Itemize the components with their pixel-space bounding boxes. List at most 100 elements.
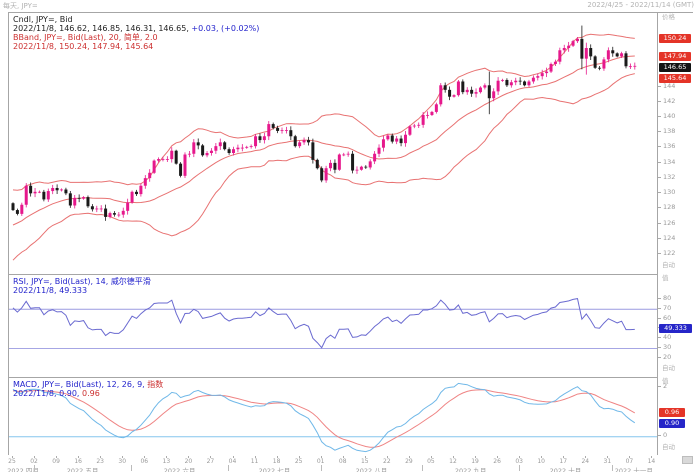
date-tick-label: 23 xyxy=(96,458,105,465)
price-tick-mark xyxy=(658,131,661,133)
month-separator xyxy=(519,465,521,471)
macd-signal-value: 0.96 xyxy=(82,389,100,398)
rsi-tick-mark xyxy=(658,337,661,339)
date-tick-mark xyxy=(34,456,36,458)
date-tick-mark xyxy=(475,456,477,458)
chart-topbar: 每天, JPY= 2022/4/25 - 2022/11/14 (GMT) xyxy=(3,1,694,11)
date-tick-label: 10 xyxy=(537,458,546,465)
candle-legend-change: +0.03, (+0.02%) xyxy=(191,24,260,33)
price-tick-mark xyxy=(658,207,661,209)
macd-panel[interactable]: MACD, JPY=, Bid(Last), 12, 26, 9, 指数 202… xyxy=(9,377,657,456)
date-tick-mark xyxy=(144,456,146,458)
rsi-tick-label: 60 xyxy=(663,313,672,322)
date-tick-mark xyxy=(276,456,278,458)
date-tick-mark xyxy=(364,456,366,458)
price-tick-label: 134 xyxy=(663,157,676,166)
month-label: 2022 九月 xyxy=(454,467,487,472)
month-label: 2022 四月 xyxy=(7,467,39,472)
price-tick-mark xyxy=(658,237,661,239)
rsi-tick-mark xyxy=(658,297,661,299)
date-tick-mark xyxy=(563,456,565,458)
macd-legend-value: 2022/11/8, 0.90, xyxy=(13,389,80,398)
date-tick-mark xyxy=(629,456,631,458)
price-axis-auto-label[interactable]: 自动 xyxy=(662,261,675,269)
month-label: 2022 七月 xyxy=(258,467,291,472)
rsi-tick-label: 70 xyxy=(663,303,672,312)
month-label: 2022 五月 xyxy=(66,467,99,472)
candle-legend-ohlc: 2022/11/8, 146.62, 146.85, 146.31, 146.6… xyxy=(13,24,189,33)
price-tick-label: 124 xyxy=(663,233,676,242)
price-tick-label: 140 xyxy=(663,111,676,120)
rsi-legend-title[interactable]: RSI, JPY=, Bid(Last), 14, 威尔德平滑 xyxy=(13,277,151,286)
date-tick-mark xyxy=(12,456,13,458)
bollinger-lower-line xyxy=(12,73,635,261)
date-tick-mark xyxy=(519,456,521,458)
month-label: 2022 十一月 xyxy=(614,467,653,472)
candlestick-series xyxy=(11,25,637,221)
price-tick-mark xyxy=(658,176,661,178)
price-legend[interactable]: Cndl, JPY=, Bid 2022/11/8, 146.62, 146.8… xyxy=(13,15,259,51)
macd-tick-label: 2 xyxy=(663,382,668,391)
price-tick-label: 138 xyxy=(663,127,676,136)
date-tick-label: 15 xyxy=(360,458,369,465)
date-tick-mark xyxy=(541,456,543,458)
price-tick-mark xyxy=(658,85,661,87)
date-tick-mark xyxy=(56,456,58,458)
macd-tick-mark xyxy=(658,386,661,388)
date-tick-mark xyxy=(408,456,410,458)
date-tick-label: 17 xyxy=(559,458,568,465)
bband-legend-title[interactable]: BBand, JPY=, Bid(Last), 20, 简单, 2.0 xyxy=(13,33,158,42)
date-tick-mark xyxy=(320,456,322,458)
rsi-panel[interactable]: RSI, JPY=, Bid(Last), 14, 威尔德平滑 2022/11/… xyxy=(9,274,657,377)
date-tick-mark xyxy=(210,456,212,458)
date-tick-mark xyxy=(232,456,234,458)
candle-legend-title[interactable]: Cndl, JPY=, Bid xyxy=(13,15,73,24)
date-tick-mark xyxy=(497,456,499,458)
date-tick-mark xyxy=(651,456,653,458)
date-tick-label: 11 xyxy=(250,458,259,465)
date-tick-label: 05 xyxy=(427,458,435,465)
axis-corner-grip[interactable] xyxy=(682,456,693,464)
price-axis-column[interactable]: 价格 144 142 140 138 136 134 132 130 128 126 124 122 15… xyxy=(657,13,693,455)
date-tick-mark xyxy=(386,456,388,458)
macd-chart[interactable] xyxy=(9,378,657,456)
date-tick-mark xyxy=(78,456,80,458)
chart-frame: Cndl, JPY=, Bid 2022/11/8, 146.62, 146.8… xyxy=(8,12,693,456)
macd-legend-title[interactable]: MACD, JPY=, Bid(Last), 12, 26, 9, xyxy=(13,380,145,389)
macd-line xyxy=(12,382,636,453)
macd-price-badge: 0.96 xyxy=(659,407,685,417)
interval-instrument-label: 每天, JPY= xyxy=(3,2,38,10)
month-separator xyxy=(131,465,133,471)
date-tick-label: 30 xyxy=(118,458,127,465)
bollinger-upper-line xyxy=(12,33,635,191)
date-tick-label: 03 xyxy=(515,458,523,465)
month-label: 2022 六月 xyxy=(163,467,196,472)
rsi-chart[interactable] xyxy=(9,275,657,377)
price-tick-label: 142 xyxy=(663,96,676,105)
date-tick-label: 25 xyxy=(294,458,303,465)
date-tick-label: 26 xyxy=(493,458,501,465)
price-tick-mark xyxy=(658,100,661,102)
date-tick-mark xyxy=(188,456,190,458)
price-tick-mark xyxy=(658,222,661,224)
date-tick-label: 07 xyxy=(625,458,634,465)
date-range-label: 2022/4/25 - 2022/11/14 (GMT) xyxy=(587,1,694,9)
macd-axis-auto-label[interactable]: 自动 xyxy=(662,443,675,451)
time-axis[interactable]: 25 02 09 16 23 30 06 13 20 27 04 11 18 25 01 08 15 22 29 05… xyxy=(7,456,693,472)
rsi-tick-mark xyxy=(658,356,661,358)
date-tick-label: 16 xyxy=(74,458,82,465)
price-panel[interactable]: Cndl, JPY=, Bid 2022/11/8, 146.62, 146.8… xyxy=(9,13,657,274)
month-label: 2022 十月 xyxy=(549,467,582,472)
price-tick-label: 128 xyxy=(663,203,676,212)
rsi-legend[interactable]: RSI, JPY=, Bid(Last), 14, 威尔德平滑 2022/11/… xyxy=(13,277,151,295)
rsi-tick-label: 80 xyxy=(663,293,672,302)
macd-legend[interactable]: MACD, JPY=, Bid(Last), 12, 26, 9, 指数 202… xyxy=(13,380,163,398)
date-tick-mark xyxy=(585,456,587,458)
price-tick-label: 132 xyxy=(663,172,676,181)
rsi-axis-auto-label[interactable]: 自动 xyxy=(662,364,675,372)
month-separator xyxy=(422,465,424,471)
month-separator xyxy=(320,465,322,471)
candlestick-chart[interactable] xyxy=(9,13,657,274)
date-tick-label: 02 xyxy=(30,458,38,465)
